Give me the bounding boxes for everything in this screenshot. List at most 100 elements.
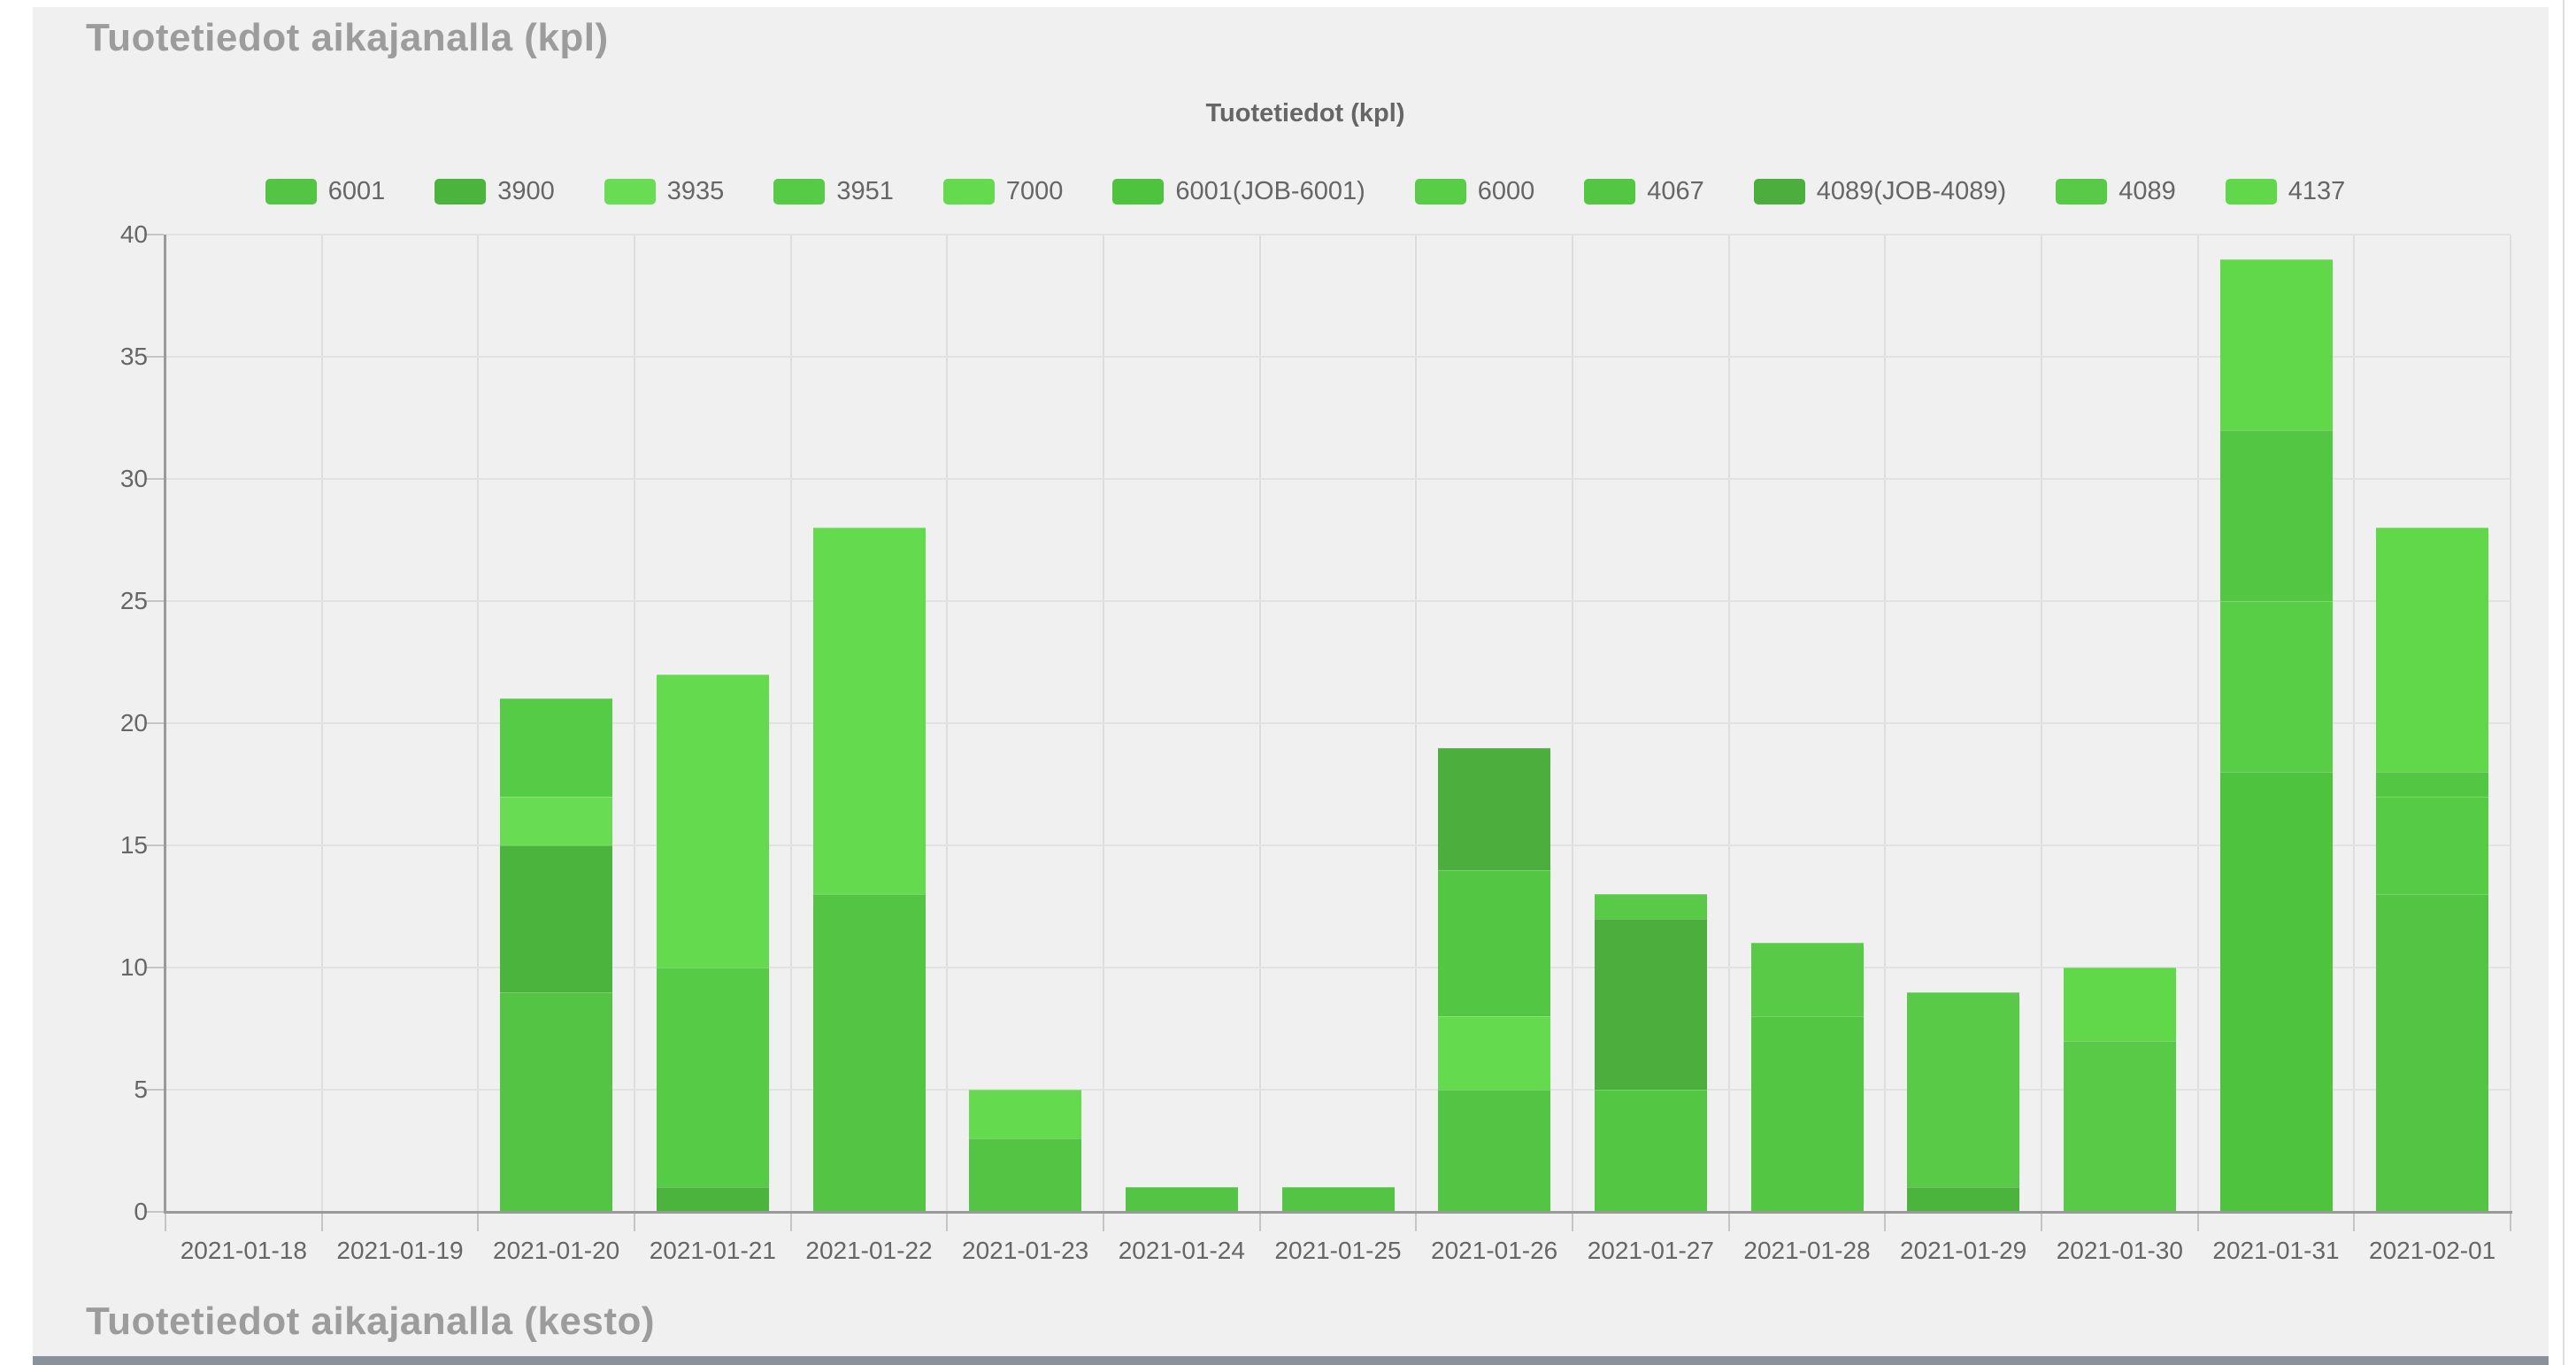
horizontal-gridline xyxy=(165,967,2511,968)
y-axis-line xyxy=(164,235,166,1212)
bar-segment-7000[interactable] xyxy=(1438,1016,1551,1090)
y-axis-label: 0 xyxy=(134,1198,148,1225)
x-axis-tick xyxy=(2041,1212,2042,1231)
y-axis-label: 20 xyxy=(119,709,148,736)
horizontal-gridline xyxy=(165,234,2511,235)
bar-segment-6001[interactable] xyxy=(1125,1187,1238,1212)
legend-item-3951[interactable]: 3951 xyxy=(773,177,894,206)
bar-segment-4067[interactable] xyxy=(2376,772,2489,797)
x-axis-label: 2021-01-20 xyxy=(493,1237,620,1264)
legend-item-3935[interactable]: 3935 xyxy=(604,177,725,206)
legend-item-3900[interactable]: 3900 xyxy=(434,177,555,206)
legend-swatch-icon xyxy=(942,179,995,204)
legend-item-7000[interactable]: 7000 xyxy=(942,177,1064,206)
x-axis-label: 2021-01-28 xyxy=(1743,1237,1871,1264)
bar-segment-3900[interactable] xyxy=(656,1187,769,1212)
x-axis-tick xyxy=(1103,1212,1104,1231)
bar-segment-3951[interactable] xyxy=(656,968,769,1188)
x-axis-tick xyxy=(2196,1212,2199,1231)
scrollbar-track[interactable] xyxy=(2563,0,2564,1365)
legend-label: 7000 xyxy=(1005,177,1064,205)
bar-segment-4089(JOB-4089)[interactable] xyxy=(1438,747,1551,870)
bar-segment-6001[interactable] xyxy=(1281,1187,1395,1212)
bar-segment-4137[interactable] xyxy=(2063,968,2176,1041)
legend-label: 3951 xyxy=(836,177,894,205)
bar-segment-4137[interactable] xyxy=(2219,258,2333,430)
horizontal-gridline xyxy=(165,478,2511,480)
horizontal-gridline xyxy=(165,600,2511,602)
horizontal-gridline xyxy=(165,1089,2511,1091)
x-axis-label: 2021-01-22 xyxy=(805,1237,933,1264)
bar-segment-3935[interactable] xyxy=(500,796,613,845)
bar-segment-6001[interactable] xyxy=(969,1138,1082,1212)
legend-item-6000[interactable]: 6000 xyxy=(1414,177,1535,206)
legend-item-6001(JOB-6001)[interactable]: 6001(JOB-6001) xyxy=(1112,177,1365,206)
y-axis-tick xyxy=(144,844,164,846)
y-axis-tick xyxy=(144,600,164,602)
y-axis-label: 35 xyxy=(119,343,148,370)
bar-segment-3951[interactable] xyxy=(500,698,613,797)
bar-segment-4137[interactable] xyxy=(2376,528,2489,773)
legend-item-4137[interactable]: 4137 xyxy=(2225,177,2345,206)
x-axis-label: 2021-01-31 xyxy=(2212,1237,2340,1264)
x-axis-label: 2021-02-01 xyxy=(2369,1237,2496,1264)
bar-segment-6001[interactable] xyxy=(500,991,613,1212)
x-axis-label: 2021-01-21 xyxy=(649,1237,776,1264)
bar-segment-4089[interactable] xyxy=(1594,894,1707,919)
next-chart-top-strip xyxy=(33,1356,2549,1365)
bar-segment-6001[interactable] xyxy=(1438,1090,1551,1212)
legend-item-4089(JOB-4089)[interactable]: 4089(JOB-4089) xyxy=(1753,177,2007,206)
bar-segment-3900[interactable] xyxy=(500,845,613,992)
legend-item-4067[interactable]: 4067 xyxy=(1584,177,1704,206)
x-axis-tick xyxy=(2510,1212,2511,1231)
legend-swatch-icon xyxy=(1584,179,1636,204)
y-axis-tick xyxy=(144,967,164,968)
plot-area: 0 5 10 15 20 25 30 35 40 2021-01-18 2021-01-19 2021… xyxy=(120,221,2512,1264)
legend-item-4089[interactable]: 4089 xyxy=(2056,177,2176,206)
legend-swatch-icon xyxy=(434,179,487,204)
bar-segment-4089[interactable] xyxy=(1750,943,1864,1017)
bar-segment-4067[interactable] xyxy=(1438,869,1551,1017)
section-title-kesto: Tuotetiedot aikajanalla (kesto) xyxy=(86,1299,656,1343)
y-axis-tick xyxy=(144,722,164,724)
bar-segment-6001[interactable] xyxy=(812,894,926,1212)
legend-label: 6000 xyxy=(1477,177,1535,205)
y-axis-tick xyxy=(144,1089,164,1091)
legend-item-6001[interactable]: 6001 xyxy=(265,177,385,206)
bar-segment-6000[interactable] xyxy=(2219,601,2333,773)
x-axis-line xyxy=(164,1211,2512,1214)
legend-label: 3935 xyxy=(666,177,725,205)
chart-legend: 6001 3900 3935 3951 7000 6001(JOB-6001) 6000 40… xyxy=(133,177,2478,206)
bar-segment-7000[interactable] xyxy=(812,528,926,895)
x-axis-label: 2021-01-27 xyxy=(1587,1237,1714,1264)
x-axis-label: 2021-01-18 xyxy=(180,1237,307,1264)
x-axis-tick xyxy=(634,1212,635,1231)
bar-segment-7000[interactable] xyxy=(969,1090,1082,1139)
y-axis-label: 15 xyxy=(119,831,148,859)
x-axis-tick xyxy=(1415,1212,1418,1231)
x-axis-tick xyxy=(165,1212,166,1231)
legend-label: 4089(JOB-4089) xyxy=(1816,177,2007,205)
bar-segment-4067[interactable] xyxy=(1594,1090,1707,1212)
horizontal-gridline xyxy=(165,844,2511,846)
bar-segment-4067[interactable] xyxy=(1750,1016,1864,1212)
legend-label: 4067 xyxy=(1647,177,1704,205)
x-axis-tick xyxy=(1258,1212,1261,1231)
x-axis-tick xyxy=(2353,1212,2356,1231)
bar-segment-7000[interactable] xyxy=(656,674,769,968)
x-axis-tick xyxy=(789,1212,792,1231)
x-axis-tick xyxy=(1727,1212,1730,1231)
bar-segment-4089(JOB-4089)[interactable] xyxy=(1594,918,1707,1090)
bar-segment-6001[interactable] xyxy=(2376,894,2489,1212)
bar-segment-3951[interactable] xyxy=(2376,796,2489,895)
vertical-gridline xyxy=(2510,235,2511,1212)
bar-segment-4067[interactable] xyxy=(2219,429,2333,601)
bar-segment-4089[interactable] xyxy=(1907,991,2020,1188)
legend-label: 6001(JOB-6001) xyxy=(1175,177,1365,205)
legend-label: 4089 xyxy=(2118,177,2176,205)
bar-segment-6001(JOB-6001)[interactable] xyxy=(2219,772,2333,1212)
bar-segment-4089[interactable] xyxy=(2063,1040,2176,1212)
bar-segment-3900[interactable] xyxy=(1907,1187,2020,1212)
x-axis-label: 2021-01-25 xyxy=(1274,1237,1402,1264)
